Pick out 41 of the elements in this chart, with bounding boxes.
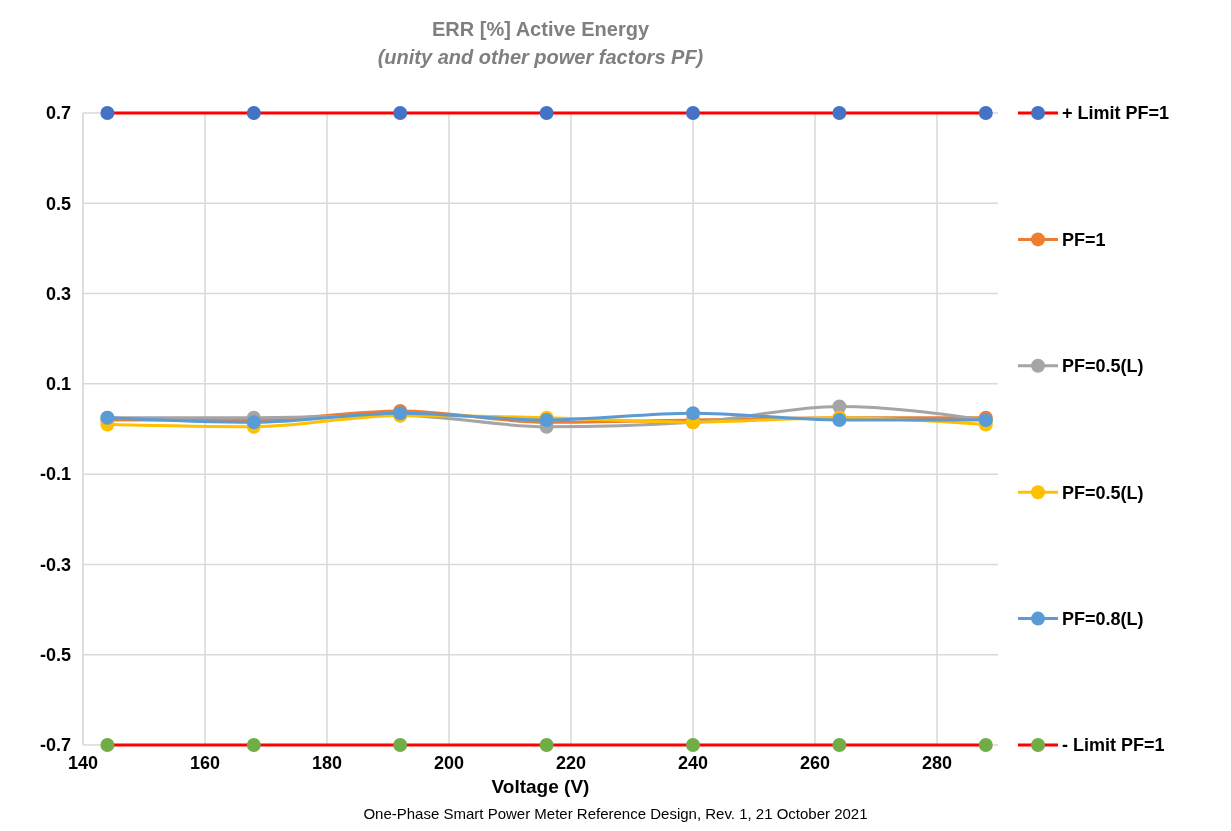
x-axis-title: Voltage (V) xyxy=(491,776,590,797)
legend-label: - Limit PF=1 xyxy=(1062,735,1165,756)
legend-label: PF=0.5(L) xyxy=(1062,356,1144,377)
point xyxy=(539,106,554,120)
chart-title: ERR [%] Active Energy xyxy=(431,18,650,40)
x-tick-label: 160 xyxy=(189,753,221,773)
point xyxy=(100,738,115,752)
x-tick-label: 180 xyxy=(311,753,343,773)
point xyxy=(686,738,700,752)
point xyxy=(539,738,554,752)
point xyxy=(832,738,847,752)
y-tick-label: 0.5 xyxy=(45,193,71,214)
point xyxy=(686,106,700,120)
y-tick-label: -0.3 xyxy=(39,554,71,575)
legend-label: PF=0.5(L) xyxy=(1062,482,1144,503)
x-tick-label: 200 xyxy=(433,753,465,773)
legend-label: + Limit PF=1 xyxy=(1062,103,1170,124)
point xyxy=(978,738,993,752)
point xyxy=(100,106,115,120)
y-tick-label: 0.1 xyxy=(45,374,71,395)
point xyxy=(246,106,261,120)
point xyxy=(978,106,993,120)
y-tick-label: -0.7 xyxy=(39,735,71,756)
x-tick-label: 140 xyxy=(67,753,99,773)
point xyxy=(393,738,408,752)
y-tick-label: 0.7 xyxy=(45,103,71,124)
text: One-Phase Smart Power Meter Reference Design, Rev. 1, 21 October 2021 xyxy=(363,805,868,822)
point xyxy=(832,106,847,120)
legend-label: PF=0.8(L) xyxy=(1062,608,1144,629)
point xyxy=(686,406,700,421)
y-tick-label: 0.3 xyxy=(45,283,71,304)
point xyxy=(246,738,261,752)
x-tick-label: 220 xyxy=(555,753,587,773)
y-tick-label: -0.1 xyxy=(39,464,71,485)
legend-label: PF=1 xyxy=(1062,229,1106,250)
x-tick-label: 280 xyxy=(921,753,953,773)
y-tick-label: -0.5 xyxy=(39,645,71,666)
x-tick-label: 260 xyxy=(799,753,831,773)
point xyxy=(393,106,408,120)
chart-subtitle: (unity and other power factors PF) xyxy=(377,46,704,68)
x-tick-label: 240 xyxy=(677,753,709,773)
